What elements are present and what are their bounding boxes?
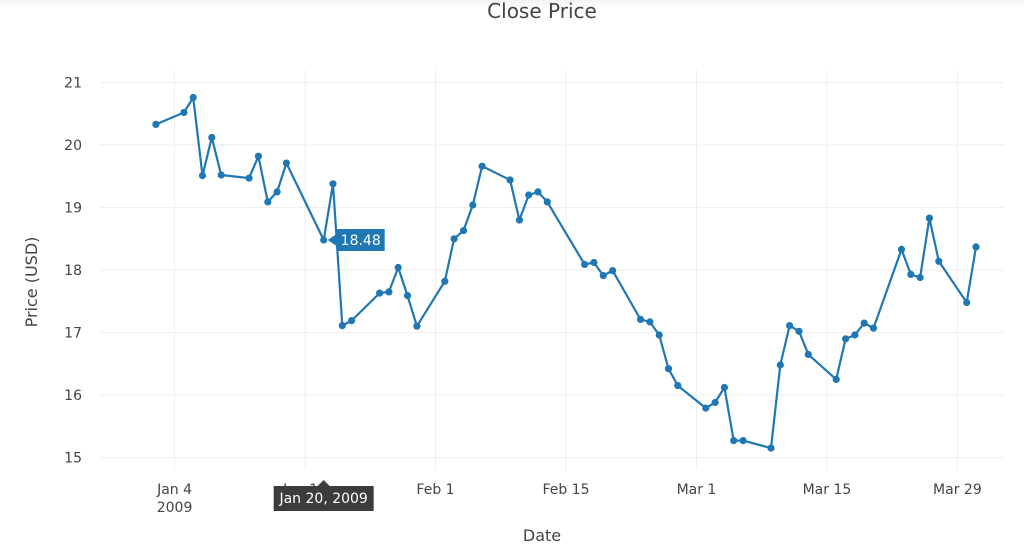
y-tick-label: 18 (64, 263, 82, 279)
data-point[interactable] (860, 319, 868, 327)
data-point[interactable] (646, 318, 654, 326)
data-point[interactable] (916, 273, 924, 282)
data-point[interactable] (711, 398, 719, 407)
chart-title: Close Price (487, 0, 597, 23)
data-point[interactable] (636, 315, 645, 323)
hover-value-label: 18.48 (327, 229, 385, 251)
data-point[interactable] (590, 258, 598, 267)
data-point[interactable] (254, 152, 262, 160)
x-tick-sublabel: 2009 (157, 500, 193, 516)
x-tick-label: Jan 4 (156, 482, 192, 498)
y-tick-label: 17 (64, 326, 82, 342)
data-point[interactable] (525, 191, 533, 199)
data-point[interactable] (282, 159, 290, 167)
data-point[interactable] (459, 227, 468, 235)
data-point[interactable] (739, 437, 747, 445)
data-point[interactable] (851, 331, 859, 339)
data-point[interactable] (450, 235, 458, 243)
data-point[interactable] (441, 277, 449, 285)
data-point[interactable] (907, 270, 915, 278)
hover-value-text: 18.48 (341, 233, 381, 249)
data-point[interactable] (776, 361, 784, 369)
data-point[interactable] (786, 322, 794, 330)
data-point[interactable] (478, 162, 486, 170)
series-points[interactable] (152, 93, 980, 452)
x-tick-label: Mar 15 (803, 482, 852, 498)
data-point[interactable] (832, 375, 840, 383)
data-point[interactable] (515, 216, 524, 224)
data-point[interactable] (329, 180, 337, 188)
data-point[interactable] (413, 322, 421, 330)
data-point[interactable] (273, 188, 281, 196)
data-point[interactable] (245, 174, 253, 182)
x-tick-label: Mar 29 (933, 482, 982, 498)
grid (100, 70, 1004, 470)
hover-date-box (273, 480, 374, 511)
y-axis-title: Price (USD) (22, 237, 41, 328)
data-point[interactable] (581, 260, 589, 268)
data-point[interactable] (664, 365, 673, 373)
data-point[interactable] (376, 289, 384, 297)
data-point[interactable] (189, 93, 197, 102)
top-shadow-bar (0, 0, 1024, 8)
data-point[interactable] (469, 201, 477, 209)
y-axis: 15 16 17 18 19 20 21 (64, 76, 82, 467)
x-tick-label: Feb 1 (416, 482, 454, 498)
x-axis-title: Date (523, 526, 561, 545)
data-point[interactable] (730, 437, 738, 445)
data-point[interactable] (394, 263, 402, 272)
data-point[interactable] (795, 327, 803, 335)
data-point[interactable] (674, 382, 682, 390)
hover-value-box (327, 229, 385, 251)
data-point[interactable] (506, 176, 514, 184)
data-point[interactable] (320, 236, 328, 244)
y-tick-label: 21 (64, 76, 82, 92)
y-tick-label: 16 (64, 388, 82, 404)
hover-tooltip: 18.48 Jan 20, 2009 (273, 229, 385, 511)
data-point[interactable] (338, 322, 346, 330)
data-point[interactable] (543, 198, 551, 206)
data-point[interactable] (972, 243, 980, 251)
data-point[interactable] (264, 198, 272, 206)
data-point[interactable] (403, 292, 412, 300)
x-tick-label: Mar 1 (677, 482, 717, 498)
data-point[interactable] (897, 245, 906, 253)
data-point[interactable] (348, 317, 356, 325)
data-point[interactable] (767, 444, 775, 452)
data-point[interactable] (655, 331, 663, 339)
y-tick-label: 20 (64, 138, 82, 154)
data-point[interactable] (869, 324, 878, 332)
data-point[interactable] (152, 120, 160, 128)
data-point[interactable] (720, 383, 729, 392)
hover-date-text: Jan 20, 2009 (278, 491, 367, 507)
x-tick-label: Feb 15 (542, 482, 589, 498)
data-point[interactable] (702, 404, 710, 412)
data-point[interactable] (599, 272, 607, 280)
data-point[interactable] (385, 288, 393, 296)
data-point[interactable] (217, 171, 225, 179)
y-tick-label: 19 (64, 201, 82, 217)
hover-date-label: Jan 20, 2009 (273, 480, 374, 511)
data-point[interactable] (963, 298, 971, 307)
data-point[interactable] (180, 108, 188, 117)
y-tick-label: 15 (64, 451, 82, 467)
data-point[interactable] (609, 267, 617, 275)
data-point[interactable] (804, 350, 812, 358)
data-point[interactable] (842, 335, 850, 343)
data-point[interactable] (208, 133, 216, 142)
data-point[interactable] (935, 257, 943, 265)
data-point[interactable] (925, 214, 934, 222)
data-point[interactable] (534, 188, 542, 196)
data-point[interactable] (198, 172, 207, 180)
